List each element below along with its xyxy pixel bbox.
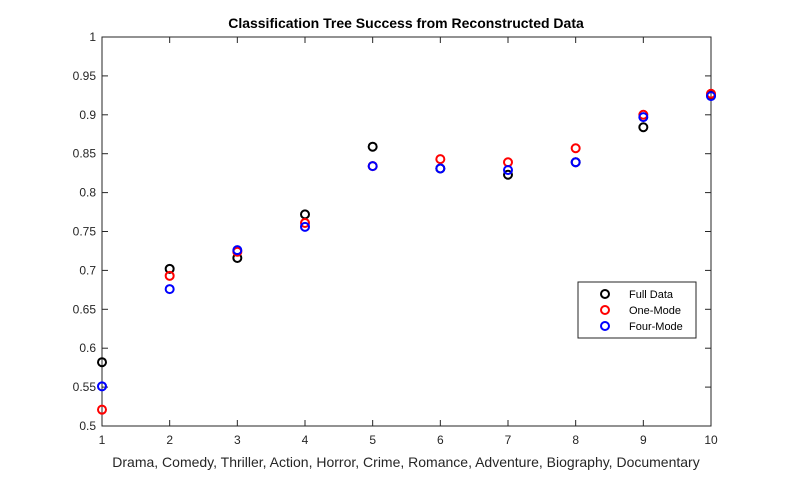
x-tick-label: 5 [369,433,376,447]
x-tick-label: 8 [572,433,579,447]
point-one-mode [97,404,107,415]
point-one-mode [300,217,310,228]
point-full-data [97,357,107,368]
x-tick-label: 6 [437,433,444,447]
y-tick-label: 0.6 [79,341,96,355]
y-tick-label: 0.65 [73,302,97,316]
y-tick-label: 0.85 [73,147,97,161]
y-tick-label: 0.9 [79,108,96,122]
legend-label-four-mode: Four-Mode [629,321,683,333]
point-full-data [503,169,513,180]
data-marks [97,88,716,415]
point-four-mode [435,163,446,174]
x-tick-label: 10 [704,433,718,447]
x-tick-label: 2 [166,433,173,447]
x-tick-label: 7 [505,433,512,447]
point-four-mode [300,221,310,232]
point-one-mode [435,154,446,165]
x-axis-label: Drama, Comedy, Thriller, Action, Horror,… [112,454,699,470]
x-tick-label: 1 [99,433,106,447]
point-one-mode [570,143,581,154]
x-tick-label: 3 [234,433,241,447]
point-one-mode [164,270,175,281]
y-tick-label: 0.75 [73,225,97,239]
y-tick-label: 0.7 [79,263,96,277]
point-full-data [638,122,649,133]
y-tick-label: 0.5 [79,419,96,433]
x-tick-label: 4 [302,433,309,447]
chart-title: Classification Tree Success from Reconst… [228,15,584,31]
y-tick-label: 1 [89,30,96,44]
point-four-mode [97,381,107,392]
axes: 1 2 3 4 5 6 7 8 9 10 0.5 0.55 0.6 0.65 0.7 0.75 0.8 0.85 0… [73,30,718,447]
y-tick-label: 0.8 [79,186,96,200]
point-four-mode [232,245,243,256]
legend-box [577,281,697,339]
point-four-mode [164,284,175,295]
legend-marker-full-data [600,289,610,299]
point-four-mode [570,157,581,168]
legend-marker-one-mode [600,305,610,315]
point-four-mode [638,112,649,123]
point-full-data [367,141,378,152]
legend-label-full-data: Full Data [629,289,674,301]
x-tick-label: 9 [640,433,647,447]
y-tick-label: 0.95 [73,69,97,83]
point-four-mode [706,91,716,102]
legend: Full Data One-Mode Four-Mode [577,281,697,339]
legend-label-one-mode: One-Mode [629,305,681,317]
point-four-mode [367,161,378,172]
point-four-mode [503,165,513,176]
plot-area [101,36,712,427]
legend-marker-four-mode [600,321,610,331]
y-tick-label: 0.55 [73,380,97,394]
